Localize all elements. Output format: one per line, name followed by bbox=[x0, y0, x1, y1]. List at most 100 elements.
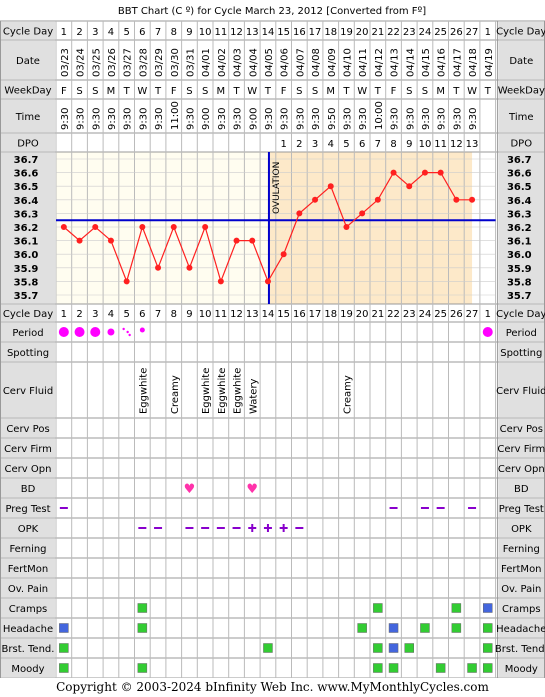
cycle-day-number: 13 bbox=[246, 27, 259, 38]
weekday-label: S bbox=[312, 86, 318, 97]
row-label-cerv-pos-right: Cerv Pos bbox=[500, 424, 543, 435]
temp-tick-label-right: 36.2 bbox=[507, 223, 532, 234]
cramps-marker bbox=[451, 603, 462, 613]
weekday-label: T bbox=[452, 86, 460, 97]
cycle-day-number: 10 bbox=[199, 309, 212, 320]
cycle-day-number: 25 bbox=[434, 27, 447, 38]
row-label-cycle-day: Cycle Day bbox=[3, 27, 53, 38]
cycle-day-number: 4 bbox=[108, 309, 114, 320]
time-label: 9:30 bbox=[390, 108, 401, 130]
cycle-day-number: 1 bbox=[485, 27, 491, 38]
temp-tick-label: 36.2 bbox=[14, 223, 39, 234]
weekday-label: F bbox=[171, 86, 177, 97]
cerv-fluid-label: Eggwhite bbox=[138, 368, 149, 414]
dpo-number: 8 bbox=[390, 139, 396, 150]
date-label: 03/23 bbox=[60, 48, 71, 77]
period-heavy-icon bbox=[74, 327, 85, 337]
cycle-day-number: 18 bbox=[324, 27, 337, 38]
date-label: 03/28 bbox=[138, 48, 149, 77]
cerv-fluid-label: Eggwhite bbox=[201, 368, 212, 414]
row-label-bg-left bbox=[1, 479, 55, 497]
temp-tick-label-right: 35.8 bbox=[507, 277, 532, 288]
weekday-label: S bbox=[296, 86, 302, 97]
row-label-bg-right bbox=[498, 41, 544, 79]
weekday-label: W bbox=[137, 86, 147, 97]
temp-tick-label: 36.7 bbox=[14, 155, 39, 166]
row-label-bg-left bbox=[1, 363, 55, 417]
moody-marker bbox=[435, 663, 446, 673]
cerv-fluid-label: Eggwhite bbox=[233, 368, 244, 414]
row-label-cycle-day-bottom: Cycle Day bbox=[3, 309, 53, 320]
cycle-day-number: 16 bbox=[293, 27, 306, 38]
weekday-label: W bbox=[467, 86, 477, 97]
cycle-day-number: 5 bbox=[123, 309, 129, 320]
row-label-bg-left bbox=[1, 153, 55, 303]
dpo-number: 13 bbox=[466, 139, 479, 150]
cycle-day-number: 12 bbox=[230, 27, 243, 38]
cycle-day-number: 7 bbox=[155, 309, 161, 320]
cycle-day-number: 6 bbox=[139, 309, 145, 320]
row-label-bg-right bbox=[498, 323, 544, 341]
row-label-spotting-right: Spotting bbox=[500, 348, 542, 359]
row-label-bg-left bbox=[1, 100, 55, 132]
cycle-day-number: 2 bbox=[76, 309, 82, 320]
date-label: 04/16 bbox=[437, 48, 448, 77]
row-label-cycle-day-right: Cycle Day bbox=[496, 27, 545, 38]
time-label: 9:30 bbox=[60, 108, 71, 130]
dpo-number: 3 bbox=[312, 139, 318, 150]
row-label-bg-right bbox=[498, 153, 544, 303]
date-label: 03/31 bbox=[185, 48, 196, 77]
time-label: 9:30 bbox=[437, 108, 448, 130]
date-label: 04/04 bbox=[248, 48, 259, 77]
temp-tick-label: 36.3 bbox=[14, 209, 39, 220]
cerv-fluid-label: Eggwhite bbox=[217, 368, 228, 414]
moody-marker bbox=[483, 663, 493, 673]
row-label-bg-right bbox=[498, 539, 544, 557]
temp-tick-label: 35.7 bbox=[14, 291, 39, 302]
headache-marker bbox=[451, 623, 462, 633]
temp-tick-label: 36.0 bbox=[14, 250, 39, 261]
row-label-ferning: Ferning bbox=[9, 544, 46, 555]
temp-tick-label-right: 35.9 bbox=[507, 264, 532, 275]
date-label: 03/29 bbox=[154, 48, 165, 77]
row-label-ferning-right: Ferning bbox=[503, 544, 540, 555]
cycle-day-number: 27 bbox=[466, 309, 479, 320]
cycle-day-number: 5 bbox=[123, 27, 129, 38]
temp-tick-label-right: 36.4 bbox=[507, 196, 532, 207]
row-label-bg-left bbox=[1, 81, 55, 98]
cycle-day-number: 22 bbox=[387, 27, 400, 38]
row-label-ov-pain-right: Ov. Pain bbox=[501, 584, 541, 595]
dpo-number: 12 bbox=[450, 139, 463, 150]
weekday-label: S bbox=[76, 86, 82, 97]
cycle-day-number: 11 bbox=[214, 27, 227, 38]
row-label-cycle-day-bottom-right: Cycle Day bbox=[496, 309, 545, 320]
row-label-cerv-opn-right: Cerv Opn bbox=[498, 464, 545, 475]
cycle-day-number: 26 bbox=[450, 309, 463, 320]
dpo-number: 6 bbox=[359, 139, 365, 150]
time-label: 9:30 bbox=[91, 108, 102, 130]
weekday-label: S bbox=[422, 86, 428, 97]
row-label-brst-tend: Brst. Tend. bbox=[2, 644, 55, 655]
row-label-time-right: Time bbox=[508, 112, 533, 123]
copyright-footer: Copyright © 2003-2024 bInfinity Web Inc.… bbox=[56, 680, 489, 694]
temp-tick-label: 35.8 bbox=[14, 277, 39, 288]
row-label-bg-right bbox=[498, 579, 544, 597]
row-label-time: Time bbox=[15, 112, 40, 123]
row-label-bg-right bbox=[498, 343, 544, 361]
row-label-bd-right: BD bbox=[514, 484, 529, 495]
temperature-point bbox=[170, 224, 177, 230]
weekday-label: F bbox=[61, 86, 67, 97]
cerv-fluid-label: Watery bbox=[248, 378, 259, 414]
weekday-label: T bbox=[374, 86, 382, 97]
temperature-point bbox=[123, 278, 130, 285]
row-label-bg-right bbox=[498, 559, 544, 577]
cycle-day-number: 23 bbox=[403, 309, 416, 320]
cycle-day-number: 1 bbox=[61, 309, 67, 320]
weekday-label: T bbox=[123, 86, 131, 97]
cycle-day-number: 4 bbox=[108, 27, 114, 38]
moody-marker bbox=[467, 663, 477, 673]
date-label: 04/06 bbox=[280, 48, 291, 77]
time-label: 9:30 bbox=[421, 108, 432, 130]
cycle-day-number: 14 bbox=[262, 309, 275, 320]
row-label-bg-right bbox=[498, 639, 544, 657]
